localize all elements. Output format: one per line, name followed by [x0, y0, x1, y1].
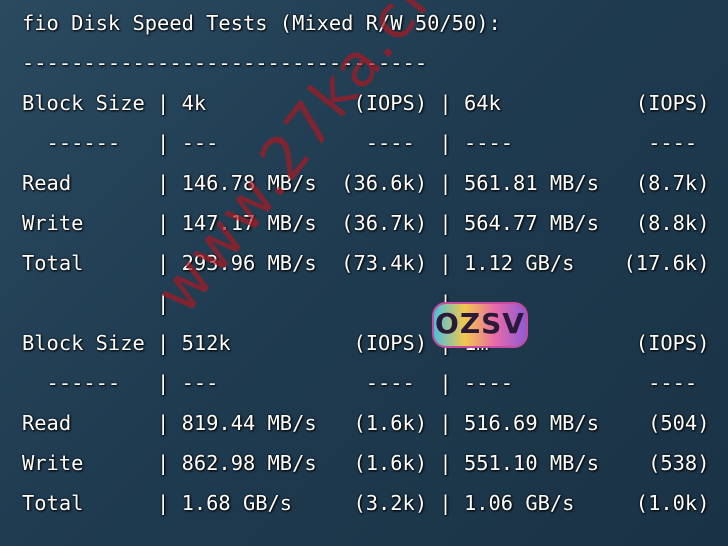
table-row-total: Total | 1.68 GB/s (3.2k) | 1.06 GB/s (1.… — [22, 491, 710, 515]
fio-title: fio Disk Speed Tests (Mixed R/W 50/50): — [22, 11, 501, 35]
terminal-output: fio Disk Speed Tests (Mixed R/W 50/50): … — [22, 3, 709, 523]
table-row-write: Write | 147.17 MB/s (36.7k) | 564.77 MB/… — [22, 211, 710, 235]
table-row-read: Read | 146.78 MB/s (36.6k) | 561.81 MB/s… — [22, 171, 710, 195]
table-divider: ------ | --- ---- | ---- ---- — [22, 371, 710, 395]
table-header-512k-1m: Block Size | 512k (IOPS) | 1m (IOPS) — [22, 331, 710, 355]
table-row-total: Total | 293.96 MB/s (73.4k) | 1.12 GB/s … — [22, 251, 710, 275]
table-row-write: Write | 862.98 MB/s (1.6k) | 551.10 MB/s… — [22, 451, 710, 475]
ozsv-logo: OZSV — [432, 302, 528, 348]
table-spacer: | | — [22, 291, 710, 315]
table-header-4k-64k: Block Size | 4k (IOPS) | 64k (IOPS) — [22, 91, 710, 115]
separator-line: --------------------------------- — [22, 51, 428, 75]
table-divider: ------ | --- ---- | ---- ---- — [22, 131, 710, 155]
table-row-read: Read | 819.44 MB/s (1.6k) | 516.69 MB/s … — [22, 411, 710, 435]
